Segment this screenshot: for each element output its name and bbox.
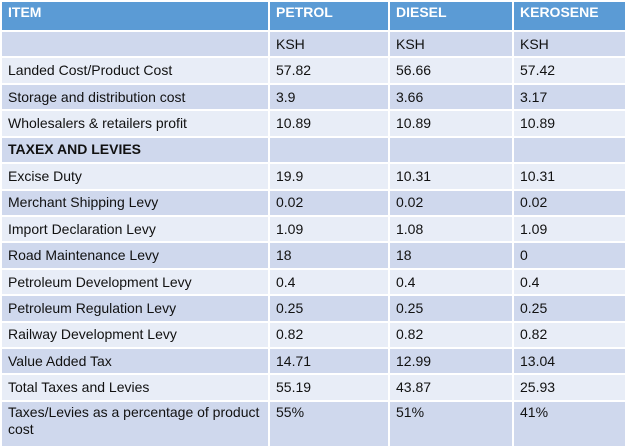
table-cell: Storage and distribution cost	[0, 82, 270, 112]
table-cell: 56.66	[388, 56, 514, 85]
table-row: Railway Development Levy 0.82 0.82 0.82	[0, 320, 625, 350]
table-cell: Total Taxes and Levies	[0, 373, 270, 402]
table-row: Total Taxes and Levies 55.19 43.87 25.93	[0, 373, 625, 402]
table-row: Taxes/Levies as a percentage of product …	[0, 400, 625, 448]
table-row: TAXEX AND LEVIES	[0, 135, 625, 165]
table-cell: 0.4	[268, 267, 390, 297]
table-cell: 57.42	[512, 56, 625, 85]
table-cell: Value Added Tax	[0, 347, 270, 376]
table-cell: 0.4	[512, 267, 625, 297]
table-cell: Wholesalers & retailers profit	[0, 109, 270, 138]
table-cell: 25.93	[512, 373, 625, 402]
table-cell: 0.25	[268, 294, 390, 323]
table-row: Road Maintenance Levy 18 18 0	[0, 241, 625, 270]
table-row: Wholesalers & retailers profit 10.89 10.89…	[0, 109, 625, 138]
table-cell: 19.9	[268, 162, 390, 191]
table-cell: 0.82	[268, 320, 390, 350]
table-cell: 10.89	[268, 109, 390, 138]
table-cell: 10.89	[512, 109, 625, 138]
table-cell: KSH	[268, 29, 390, 59]
header-row: ITEM PETROL DIESEL KEROSENE	[0, 0, 625, 32]
table-cell: 51%	[388, 400, 514, 448]
table-cell	[268, 135, 390, 165]
table-cell: 0.02	[512, 188, 625, 217]
table-row: Petroleum Development Levy 0.4 0.4 0.4	[0, 267, 625, 297]
table-row: Value Added Tax 14.71 12.99 13.04	[0, 347, 625, 376]
table-cell: 55.19	[268, 373, 390, 402]
table-row: Excise Duty 19.9 10.31 10.31	[0, 162, 625, 191]
table-row: Landed Cost/Product Cost 57.82 56.66 57.42	[0, 56, 625, 85]
table-cell: 0.25	[512, 294, 625, 323]
header-cell: KEROSENE	[512, 0, 625, 32]
header-cell: PETROL	[268, 0, 390, 32]
table-cell: 3.9	[268, 82, 390, 112]
table-cell	[0, 29, 270, 59]
table-cell: 0.02	[388, 188, 514, 217]
header-cell: DIESEL	[388, 0, 514, 32]
table-cell: 0.82	[512, 320, 625, 350]
table-cell: Merchant Shipping Levy	[0, 188, 270, 217]
table-cell: Petroleum Development Levy	[0, 267, 270, 297]
table-cell: 10.89	[388, 109, 514, 138]
table-cell: Taxes/Levies as a percentage of product …	[0, 400, 270, 448]
table-cell: Import Declaration Levy	[0, 214, 270, 244]
table-cell: 0	[512, 241, 625, 270]
table-cell: 43.87	[388, 373, 514, 402]
table-cell: 10.31	[388, 162, 514, 191]
table-cell: 0.02	[268, 188, 390, 217]
table-cell: 0.82	[388, 320, 514, 350]
table-cell	[512, 135, 625, 165]
table-cell: 1.08	[388, 214, 514, 244]
table-cell: 3.17	[512, 82, 625, 112]
table-row: Merchant Shipping Levy 0.02 0.02 0.02	[0, 188, 625, 217]
table-cell: 0.4	[388, 267, 514, 297]
table-cell: 12.99	[388, 347, 514, 376]
table-cell: 18	[388, 241, 514, 270]
table-row: Petroleum Regulation Levy 0.25 0.25 0.25	[0, 294, 625, 323]
table-cell: 55%	[268, 400, 390, 448]
table-row: Import Declaration Levy 1.09 1.08 1.09	[0, 214, 625, 244]
table-cell: 14.71	[268, 347, 390, 376]
table-cell: 41%	[512, 400, 625, 448]
table-cell	[388, 135, 514, 165]
table-cell: KSH	[388, 29, 514, 59]
table-cell: 0.25	[388, 294, 514, 323]
table-cell: 18	[268, 241, 390, 270]
table-cell: Road Maintenance Levy	[0, 241, 270, 270]
table-cell: 1.09	[512, 214, 625, 244]
table-row: Storage and distribution cost 3.9 3.66 3.17	[0, 82, 625, 112]
table-cell: Excise Duty	[0, 162, 270, 191]
table-cell: TAXEX AND LEVIES	[0, 135, 270, 165]
header-cell: ITEM	[0, 0, 270, 32]
table-cell: Railway Development Levy	[0, 320, 270, 350]
table-cell: 57.82	[268, 56, 390, 85]
table-cell: 10.31	[512, 162, 625, 191]
table-cell: 3.66	[388, 82, 514, 112]
table-cell: 1.09	[268, 214, 390, 244]
table-row: KSH KSH KSH	[0, 29, 625, 59]
table-body: KSH KSH KSH Landed Cost/Product Cost 57.82 56…	[0, 29, 625, 448]
table-cell: Petroleum Regulation Levy	[0, 294, 270, 323]
table-cell: 13.04	[512, 347, 625, 376]
table-cell: Landed Cost/Product Cost	[0, 56, 270, 85]
table-cell: KSH	[512, 29, 625, 59]
